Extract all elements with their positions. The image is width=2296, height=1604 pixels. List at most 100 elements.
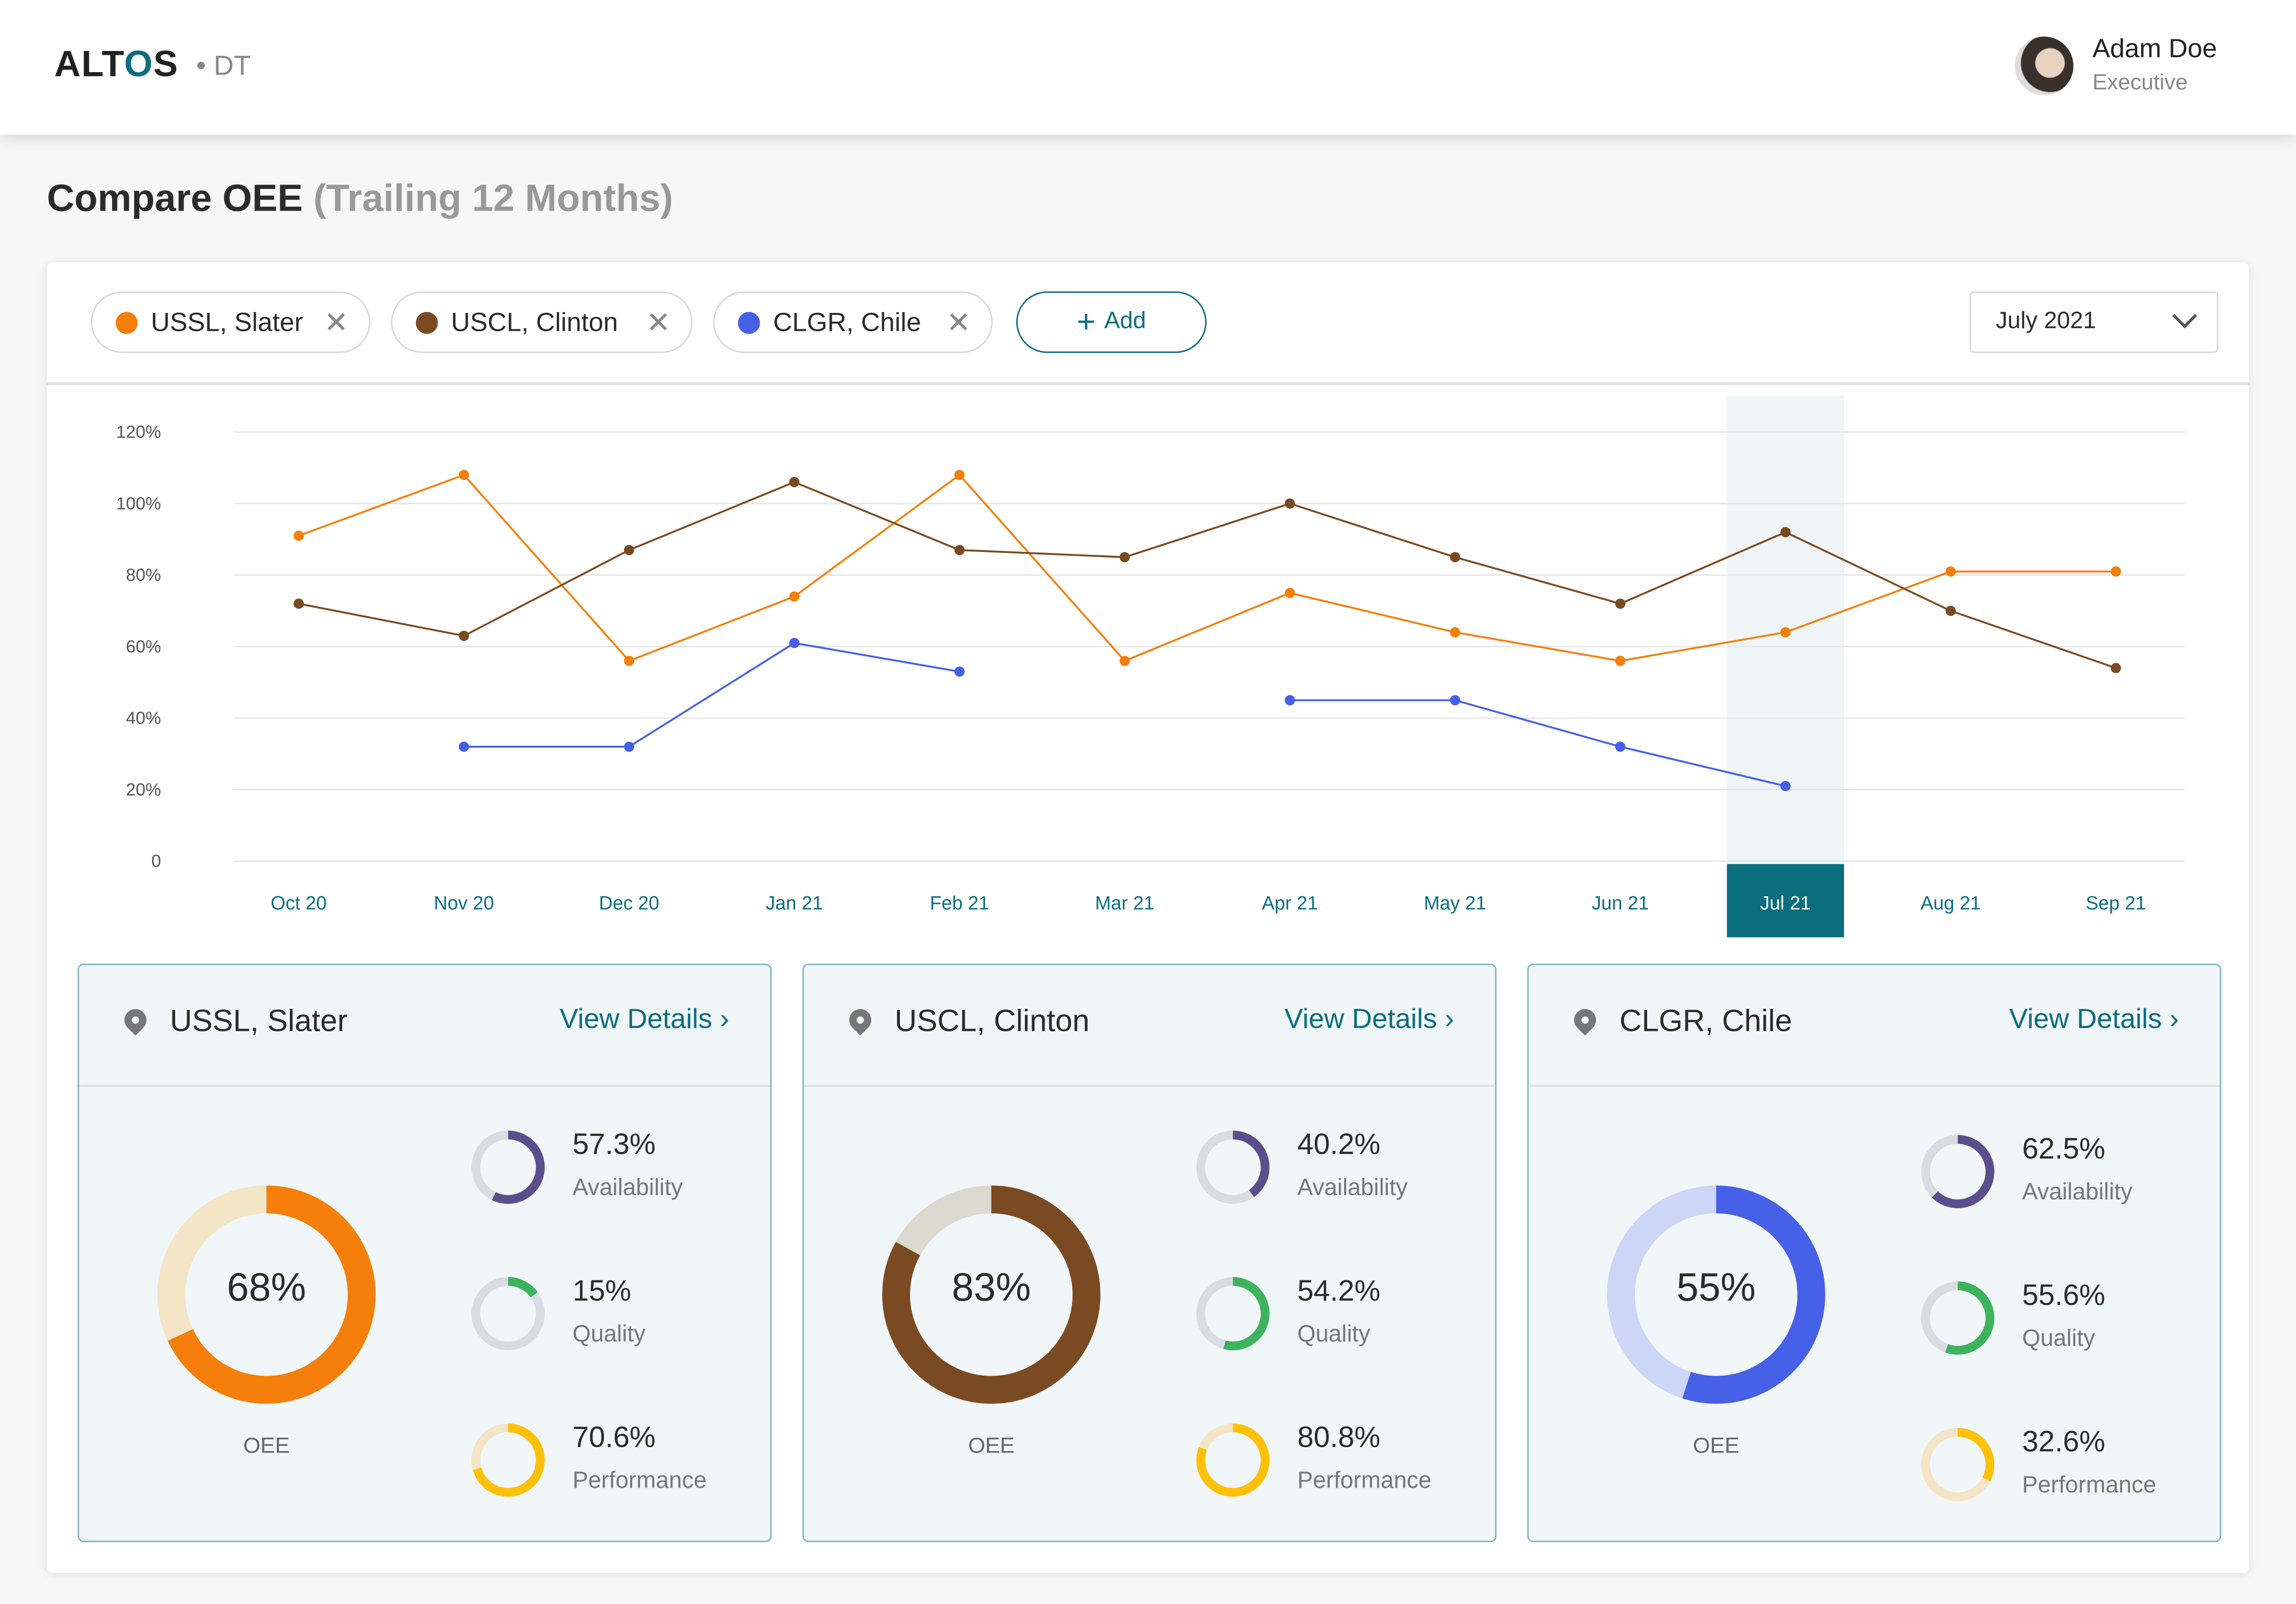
metric-availability: 40.2% Availability <box>1192 1126 1485 1214</box>
data-point[interactable] <box>1119 655 1130 666</box>
view-details-link[interactable]: View Details › <box>1285 1004 1454 1037</box>
view-details-link[interactable]: View Details › <box>2009 1004 2179 1037</box>
y-tick-label: 0 <box>151 851 161 871</box>
x-tick-label[interactable]: Jul 21 <box>1760 893 1811 914</box>
oee-label: OEE <box>968 1433 1015 1459</box>
data-point[interactable] <box>459 630 469 641</box>
oee-donut <box>1607 1185 1825 1404</box>
y-tick-label: 100% <box>116 493 161 513</box>
series-segment <box>959 474 1126 662</box>
x-tick-label[interactable]: May 21 <box>1424 893 1486 914</box>
site-chip-uscl[interactable]: USCL, Clinton ✕ <box>391 291 693 353</box>
site-chip-ussl[interactable]: USSL, Slater ✕ <box>90 291 371 353</box>
x-tick-label[interactable]: Sep 21 <box>2086 893 2146 914</box>
data-point[interactable] <box>624 545 635 555</box>
data-point[interactable] <box>624 655 635 666</box>
x-tick-label[interactable]: Jun 21 <box>1592 893 1649 914</box>
metric-donut <box>1921 1135 1995 1208</box>
data-point[interactable] <box>1450 695 1460 705</box>
view-details-link[interactable]: View Details › <box>560 1004 729 1037</box>
data-point[interactable] <box>459 741 469 752</box>
series-segment <box>1620 746 1786 787</box>
series-segment <box>1455 631 1621 662</box>
data-point[interactable] <box>293 598 304 609</box>
ring-fill <box>471 1130 545 1204</box>
metric-value: 62.5% <box>2022 1133 2106 1166</box>
x-tick-label[interactable]: Feb 21 <box>930 893 989 914</box>
chevron-right-icon: › <box>2170 1004 2179 1036</box>
add-label: Add <box>1104 309 1146 334</box>
data-point[interactable] <box>789 476 799 488</box>
data-point[interactable] <box>624 741 635 752</box>
ring-fill <box>471 1423 545 1497</box>
user-role: Executive <box>2092 70 2188 95</box>
month-select[interactable]: July 2021 <box>1969 291 2219 353</box>
x-tick-label[interactable]: Mar 21 <box>1095 893 1154 914</box>
page-title: Compare OEE (Trailing 12 Months) <box>47 176 673 221</box>
data-point[interactable] <box>1615 741 1626 752</box>
close-icon[interactable]: ✕ <box>946 307 971 339</box>
data-point[interactable] <box>1285 695 1295 705</box>
series-segment <box>794 474 961 598</box>
location-pin-icon <box>120 1004 151 1036</box>
site-chip-clgr[interactable]: CLGR, Chile ✕ <box>713 291 993 353</box>
data-point[interactable] <box>1946 605 1956 616</box>
y-tick-label: 20% <box>126 779 161 799</box>
data-point[interactable] <box>954 666 965 677</box>
data-point[interactable] <box>789 638 799 648</box>
series-segment <box>794 642 960 673</box>
oee-value: 83% <box>951 1265 1031 1310</box>
ring-fill <box>882 1185 1100 1404</box>
metric-quality: 54.2% Quality <box>1192 1273 1485 1361</box>
card-header: CLGR, Chile View Details › <box>1528 965 2220 1087</box>
metric-performance: 80.8% Performance <box>1192 1419 1485 1507</box>
series-segment <box>628 481 795 551</box>
x-tick-label[interactable]: Aug 21 <box>1921 893 1981 914</box>
location-pin-icon <box>1569 1004 1601 1036</box>
data-point[interactable] <box>2110 663 2121 674</box>
series-segment <box>1124 592 1290 662</box>
metric-donut <box>1921 1428 1995 1502</box>
data-point[interactable] <box>1615 655 1626 666</box>
data-point[interactable] <box>954 470 965 480</box>
data-point[interactable] <box>1285 588 1295 598</box>
metric-value: 55.6% <box>2022 1280 2106 1313</box>
data-point[interactable] <box>1450 627 1460 638</box>
x-tick-label[interactable]: Apr 21 <box>1262 893 1318 914</box>
data-point[interactable] <box>954 545 965 555</box>
close-icon[interactable]: ✕ <box>324 307 349 339</box>
site-card: USSL, Slater View Details › 68% OEE 57.3… <box>77 964 772 1542</box>
data-point[interactable] <box>1119 552 1130 563</box>
oee-label: OEE <box>243 1433 290 1459</box>
series-segment <box>959 549 1125 558</box>
data-point[interactable] <box>1780 627 1791 638</box>
x-tick-label[interactable]: Oct 20 <box>271 893 327 914</box>
add-site-button[interactable]: + Add <box>1016 291 1207 353</box>
data-point[interactable] <box>1780 781 1791 791</box>
metric-quality: 15% Quality <box>467 1273 760 1361</box>
x-tick-label[interactable]: Dec 20 <box>599 893 659 914</box>
x-tick-label[interactable]: Jan 21 <box>766 893 823 914</box>
user-name: Adam Doe <box>2092 34 2217 63</box>
data-point[interactable] <box>293 530 304 541</box>
metric-availability: 57.3% Availability <box>467 1126 760 1214</box>
data-point[interactable] <box>1780 527 1791 538</box>
data-point[interactable] <box>1615 598 1626 609</box>
month-value: July 2021 <box>1996 309 2096 334</box>
data-point[interactable] <box>2110 566 2121 577</box>
data-point[interactable] <box>1946 566 1956 577</box>
data-point[interactable] <box>1285 498 1295 509</box>
metric-label: Availability <box>572 1176 683 1201</box>
logo[interactable]: ALTOS <box>54 44 179 85</box>
data-point[interactable] <box>1450 552 1460 563</box>
data-point[interactable] <box>789 591 799 602</box>
card-header: USCL, Clinton View Details › <box>804 965 1495 1087</box>
close-icon[interactable]: ✕ <box>646 307 671 339</box>
x-tick-label[interactable]: Nov 20 <box>434 893 494 914</box>
series-0 <box>293 470 2121 666</box>
oee-donut <box>882 1185 1100 1404</box>
avatar[interactable] <box>2015 37 2073 95</box>
data-point[interactable] <box>459 470 469 480</box>
y-tick-label: 120% <box>116 422 161 442</box>
